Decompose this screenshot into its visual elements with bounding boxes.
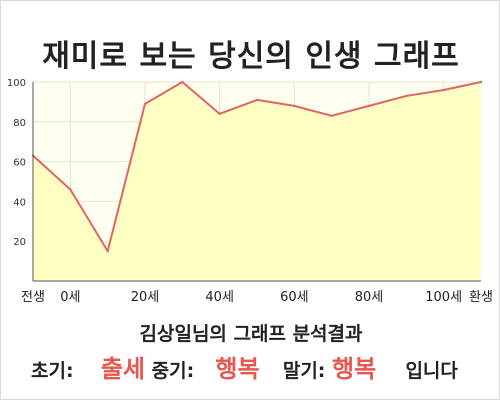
data-point-6 xyxy=(255,98,259,102)
late-value: 행복 xyxy=(332,355,377,383)
y-tick-label: 20 xyxy=(13,237,26,248)
data-point-7 xyxy=(293,104,296,108)
chart-title: 재미로 보는 당신의 인생 그래프 xyxy=(42,39,460,74)
y-tick-label: 100 xyxy=(7,78,26,89)
data-point-1 xyxy=(69,188,72,191)
mid-label: 중기: xyxy=(151,360,195,382)
data-point-5 xyxy=(218,112,221,116)
y-tick-label: 40 xyxy=(13,197,26,208)
y-tick-label: 60 xyxy=(13,158,26,169)
series-area xyxy=(33,82,481,281)
x-tick-label: 환생 xyxy=(469,290,493,305)
early-label: 초기: xyxy=(31,360,74,382)
x-tick-label: 80세 xyxy=(355,290,384,305)
x-tick-label: 40세 xyxy=(205,290,234,305)
result-suffix: 입니다 xyxy=(405,360,458,382)
x-tick-label: 60세 xyxy=(280,290,309,305)
life-graph-chart: 20 40 60 80 100 전생 0세 20세 40세 60세 80세 100세 환생 xyxy=(7,78,493,305)
data-point-11 xyxy=(442,88,445,92)
late-label: 말기: xyxy=(282,360,326,382)
analysis-result-line: 초기: 출세 중기: 행복 말기: 행복 입니다 xyxy=(31,349,491,384)
analysis-heading: 김상일님의 그래프 분석결과 xyxy=(139,323,363,345)
x-tick-label: 0세 xyxy=(60,290,80,305)
data-point-10 xyxy=(405,94,408,98)
y-tick-label: 80 xyxy=(13,118,26,129)
data-point-12 xyxy=(479,80,483,84)
data-point-4 xyxy=(181,80,184,84)
data-point-8 xyxy=(330,114,333,118)
x-tick-label: 20세 xyxy=(131,290,160,305)
data-point-2 xyxy=(106,249,109,253)
early-value: 출세 xyxy=(100,355,145,383)
x-tick-label: 전생 xyxy=(21,290,45,305)
data-point-9 xyxy=(367,104,371,108)
mid-value: 행복 xyxy=(215,355,260,383)
data-point-3 xyxy=(143,102,147,106)
x-tick-label: 100세 xyxy=(425,290,462,305)
